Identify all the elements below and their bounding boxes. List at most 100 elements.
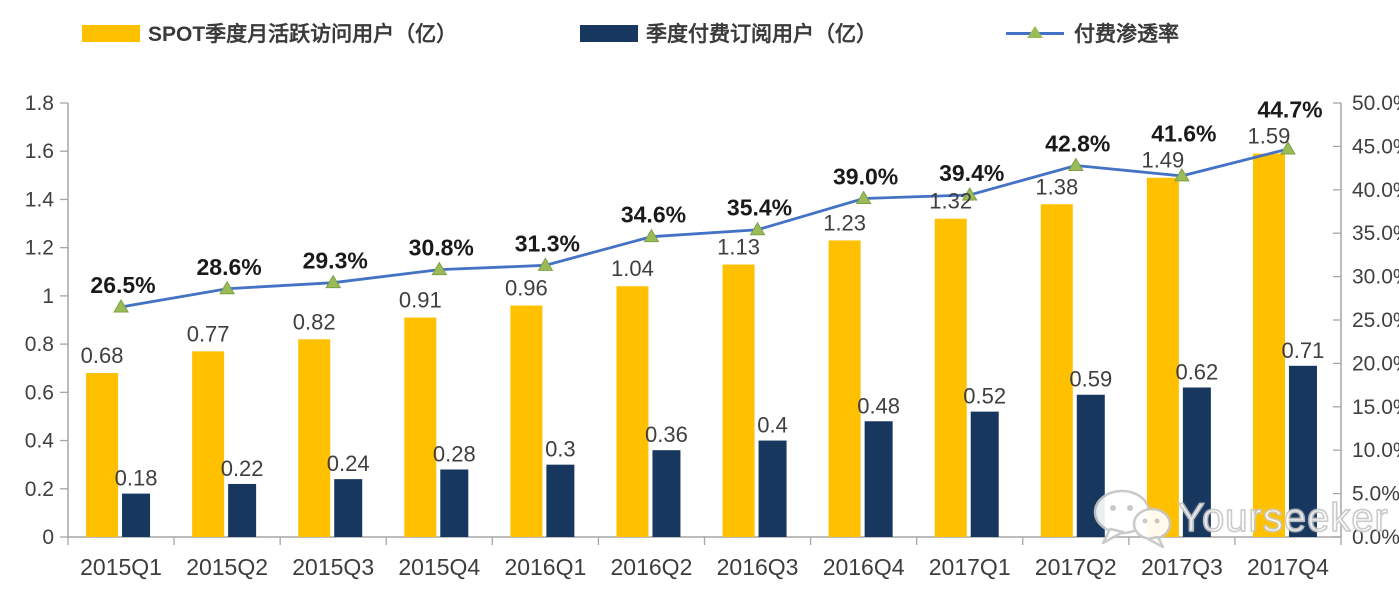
x-axis-label: 2016Q4 [823, 554, 905, 580]
subs-value-label: 0.28 [433, 441, 476, 466]
mau-bar [510, 305, 543, 537]
right-axis-tick-label: 15.0% [1352, 396, 1399, 419]
right-axis-tick-label: 5.0% [1352, 483, 1399, 506]
penetration-pct-label: 42.8% [1045, 130, 1110, 156]
penetration-pct-label: 28.6% [197, 254, 262, 280]
left-axis-tick-label: 0.4 [25, 430, 55, 453]
subs-bar [334, 479, 363, 537]
left-axis-tick-label: 1.2 [25, 237, 54, 260]
watermark-text: Yourseeker [1177, 495, 1389, 541]
penetration-marker [643, 228, 660, 243]
subs-bar [228, 483, 257, 537]
subs-value-label: 0.3 [545, 437, 576, 462]
penetration-pct-label: 26.5% [90, 272, 155, 298]
legend-swatch-subs [580, 24, 638, 42]
subs-value-label: 0.71 [1282, 338, 1325, 363]
mau-bar [616, 286, 649, 537]
penetration-pct-label: 35.4% [727, 195, 792, 221]
penetration-marker [1067, 157, 1084, 171]
mau-value-label: 1.38 [1035, 174, 1078, 199]
penetration-marker [961, 187, 978, 201]
x-axis-label: 2017Q3 [1141, 554, 1223, 580]
penetration-marker [113, 298, 129, 313]
left-axis-tick-label: 0.8 [25, 333, 54, 356]
legend-label-mau: SPOT季度月活跃访问用户（亿） [148, 23, 458, 46]
legend-triangle-marker-icon [1027, 26, 1043, 38]
mau-value-label: 1.59 [1248, 124, 1291, 149]
left-axis-tick-label: 1 [42, 285, 54, 308]
subs-value-label: 0.62 [1175, 360, 1218, 385]
penetration-pct-label: 39.4% [939, 160, 1004, 186]
subs-bar [652, 450, 681, 537]
x-axis-label: 2015Q1 [80, 554, 162, 580]
left-axis-tick-label: 1.8 [25, 92, 54, 115]
mau-value-label: 0.91 [399, 288, 442, 313]
x-axis-label: 2016Q2 [611, 554, 693, 580]
mau-bar [934, 218, 967, 537]
mau-value-label: 0.82 [293, 309, 336, 334]
penetration-marker [219, 280, 235, 295]
subs-bar [864, 421, 893, 537]
right-axis-tick-label: 25.0% [1352, 309, 1399, 332]
mau-value-label: 0.68 [81, 343, 124, 368]
subs-bar [122, 493, 151, 537]
penetration-marker [325, 274, 342, 289]
subs-bar [758, 440, 787, 537]
subs-bar [546, 464, 575, 537]
subs-bar [970, 411, 999, 537]
mau-bar [298, 339, 331, 537]
penetration-marker [1280, 141, 1296, 155]
right-axis-tick-label: 0.0% [1352, 526, 1399, 549]
legend-swatch-penetration-line [1006, 23, 1064, 43]
penetration-marker [431, 261, 448, 276]
subs-value-label: 0.59 [1069, 367, 1112, 392]
x-axis-label: 2015Q3 [292, 554, 374, 580]
subs-bar [1182, 387, 1211, 537]
right-axis-tick-label: 10.0% [1352, 439, 1399, 462]
right-axis-tick-label: 45.0% [1352, 135, 1399, 158]
mau-value-label: 1.13 [717, 235, 760, 260]
right-axis-tick-label: 30.0% [1352, 266, 1399, 289]
legend-swatch-mau [82, 24, 140, 42]
mau-bar [404, 317, 437, 537]
mau-value-label: 1.23 [823, 210, 866, 235]
x-axis-label: 2016Q3 [717, 554, 799, 580]
mau-bar [1252, 153, 1285, 537]
legend-item-subs: 季度付费订阅用户（亿） [580, 19, 877, 47]
x-axis-label: 2015Q4 [398, 554, 480, 580]
mau-bar [1146, 177, 1179, 537]
x-axis-label: 2015Q2 [186, 554, 268, 580]
subs-bar [440, 469, 469, 537]
right-axis-tick-label: 35.0% [1352, 222, 1399, 245]
subs-bar [1288, 365, 1317, 537]
x-axis-label: 2016Q1 [504, 554, 586, 580]
mau-bar [1040, 204, 1073, 537]
penetration-pct-label: 29.3% [303, 248, 368, 274]
legend-label-penetration: 付费渗透率 [1074, 23, 1179, 46]
right-axis-tick-label: 50.0% [1352, 92, 1399, 115]
left-axis-tick-label: 1.4 [25, 188, 55, 211]
penetration-pct-label: 34.6% [621, 202, 686, 228]
mau-bar [86, 373, 119, 537]
x-axis-label: 2017Q2 [1035, 554, 1117, 580]
wechat-icon [1093, 489, 1172, 549]
legend-item-mau: SPOT季度月活跃访问用户（亿） [82, 19, 457, 47]
subs-value-label: 0.48 [857, 393, 900, 418]
mau-bar [192, 351, 225, 537]
mau-bar [722, 264, 755, 537]
right-axis-tick-label: 40.0% [1352, 179, 1399, 202]
penetration-marker [749, 221, 766, 236]
left-axis-tick-label: 0 [42, 526, 54, 549]
legend-label-subs: 季度付费订阅用户（亿） [646, 23, 877, 46]
mau-value-label: 1.04 [611, 256, 654, 281]
subs-value-label: 0.52 [963, 384, 1006, 409]
left-axis-tick-label: 1.6 [25, 140, 54, 163]
x-axis-label: 2017Q4 [1247, 554, 1329, 580]
penetration-pct-label: 41.6% [1151, 121, 1216, 147]
penetration-pct-label: 39.0% [833, 163, 898, 189]
mau-value-label: 1.49 [1141, 148, 1184, 173]
subs-value-label: 0.4 [757, 413, 788, 438]
mau-bar [828, 240, 861, 537]
subs-value-label: 0.24 [327, 451, 370, 476]
